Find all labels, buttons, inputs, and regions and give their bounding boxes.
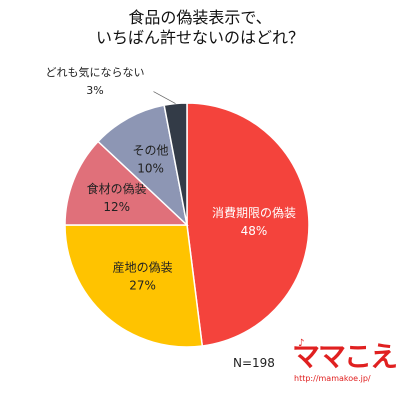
slice-label: その他 bbox=[133, 144, 169, 158]
mamakoe-logo: ♪ ママこえ http://mamakoe.jp/ bbox=[292, 338, 398, 388]
slice-label: 消費期限の偽装 bbox=[212, 205, 296, 220]
pie-slice bbox=[186, 102, 310, 347]
slice-value-label: 48% bbox=[241, 224, 268, 238]
sample-size-label: N=198 bbox=[233, 356, 275, 370]
slice-leader-line bbox=[153, 91, 176, 104]
logo-music-note-icon: ♪ bbox=[298, 338, 305, 349]
slice-value-label: 27% bbox=[129, 278, 156, 292]
pie-slice bbox=[64, 140, 189, 226]
slice-label: 食材の偽装 bbox=[87, 181, 147, 196]
logo-url: http://mamakoe.jp/ bbox=[294, 374, 371, 383]
pie-slice bbox=[97, 104, 189, 228]
chart-title-line1: 食品の偽装表示で、 bbox=[128, 8, 272, 27]
slice-label: どれも気にならない bbox=[46, 65, 145, 79]
slice-value-label: 10% bbox=[137, 162, 164, 176]
slice-value-label: 12% bbox=[103, 200, 130, 214]
chart-title-line2: いちばん許せないのはどれ？ bbox=[95, 28, 304, 47]
slice-label: 産地の偽装 bbox=[113, 259, 173, 274]
pie-slice bbox=[64, 224, 204, 348]
slice-value-label: 3% bbox=[86, 84, 103, 97]
logo-text: ママこえ bbox=[292, 340, 398, 373]
